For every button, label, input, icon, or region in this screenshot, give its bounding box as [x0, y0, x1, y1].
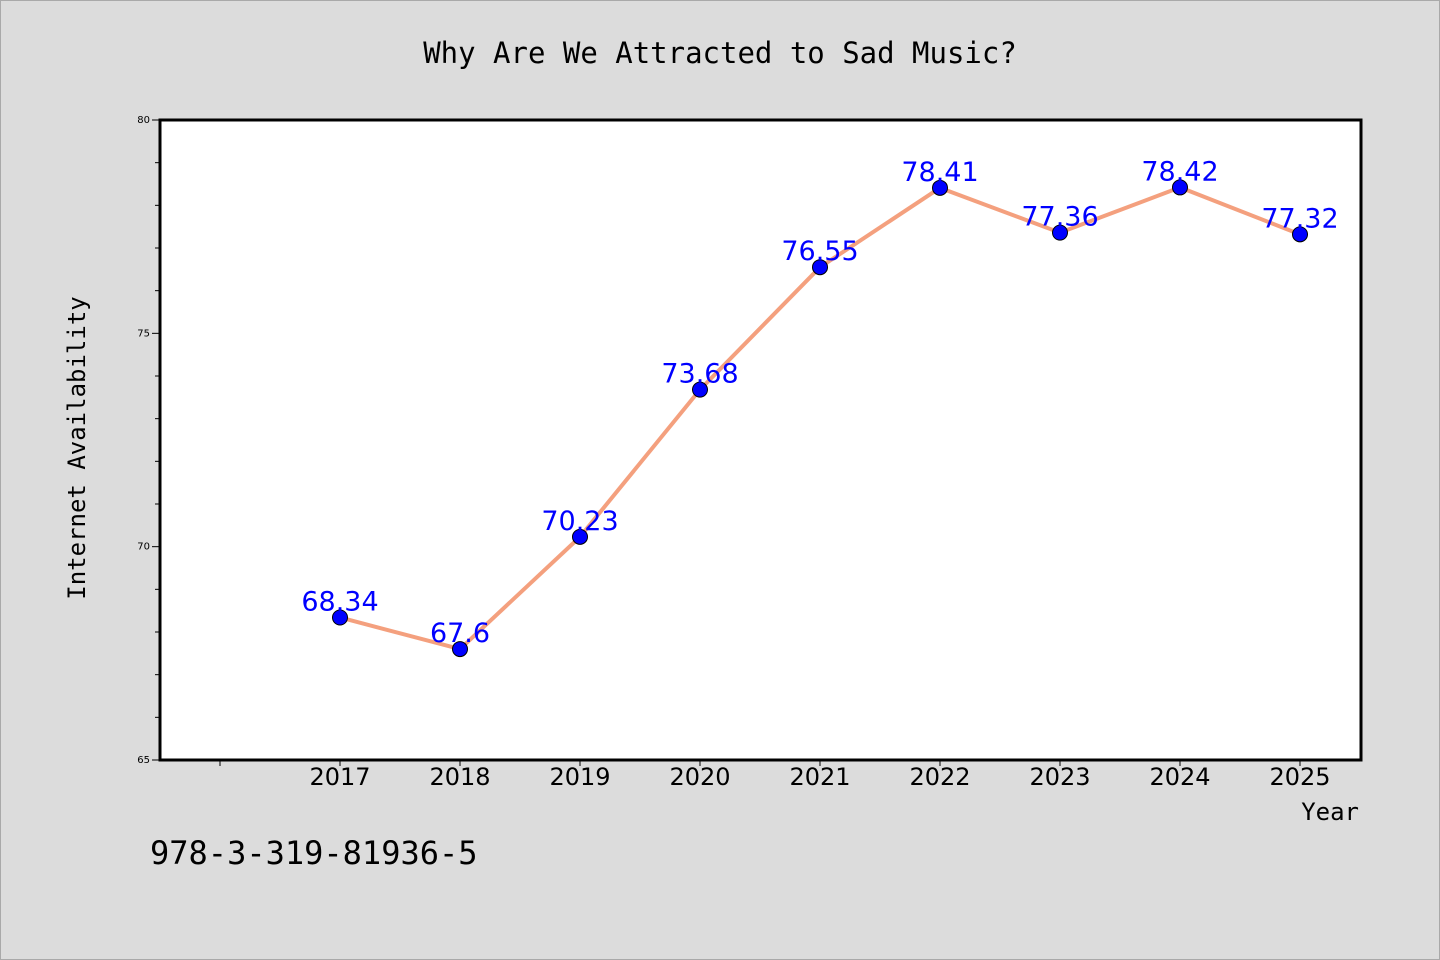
x-tick-label: 2023 — [1029, 763, 1090, 791]
isbn-label: 978-3-319-81936-5 — [150, 834, 478, 872]
data-label: 73.68 — [661, 359, 738, 390]
data-markers — [332, 179, 1308, 658]
data-label: 76.55 — [781, 236, 858, 267]
data-point — [1052, 224, 1068, 241]
y-axis-label: Internet Availability — [63, 296, 91, 599]
x-tick-label: 2025 — [1269, 763, 1330, 791]
data-point — [692, 381, 708, 398]
data-label: 77.32 — [1261, 203, 1338, 234]
data-point — [332, 609, 348, 626]
x-tick-label: 2018 — [429, 763, 490, 791]
x-tick-label: 2017 — [309, 763, 370, 791]
y-tick-label: 80 — [137, 115, 150, 126]
data-point — [452, 641, 468, 658]
data-point — [572, 528, 588, 545]
x-axis-label: Year — [1301, 798, 1359, 826]
y-tick-label: 70 — [137, 542, 150, 553]
plot-area — [160, 120, 1361, 760]
data-point — [812, 259, 828, 276]
data-label: 68.34 — [301, 586, 378, 617]
x-axis: 2017 2018 2019 2020 2021 2022 2023 2024 2025 — [219, 760, 1331, 791]
x-tick-label: 2019 — [549, 763, 610, 791]
data-point — [932, 179, 948, 196]
chart-title: Why Are We Attracted to Sad Music? — [423, 36, 1017, 70]
data-label: 67.6 — [430, 618, 490, 649]
data-labels: 68.34 67.6 70.23 73.68 76.55 78.41 77.36 78.42 7… — [301, 156, 1338, 649]
data-label: 77.36 — [1021, 202, 1098, 233]
data-label: 78.41 — [901, 157, 978, 188]
y-tick-label: 65 — [137, 755, 150, 766]
x-tick-label: 2021 — [789, 763, 850, 791]
x-tick-label: 2024 — [1149, 763, 1210, 791]
plot-border — [158, 118, 1363, 762]
data-label: 78.42 — [1141, 156, 1218, 187]
data-label: 70.23 — [541, 506, 618, 537]
data-point — [1172, 179, 1188, 196]
y-tick-label: 75 — [137, 328, 150, 339]
data-point — [1292, 226, 1308, 243]
x-tick-label: 2022 — [909, 763, 970, 791]
x-tick-label: 2020 — [669, 763, 730, 791]
y-axis: 65 70 75 80 — [137, 115, 160, 766]
